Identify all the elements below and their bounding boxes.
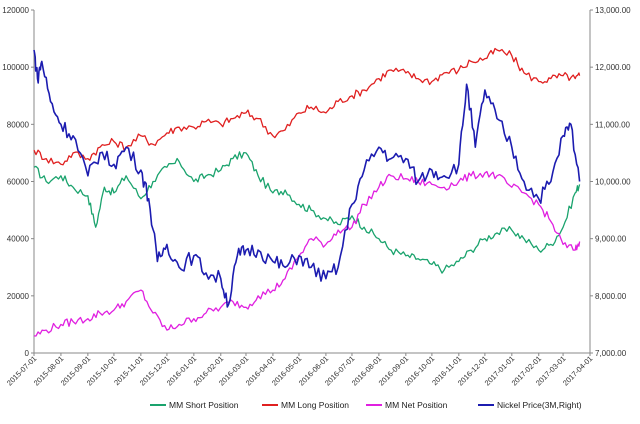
series-line-nickel-price-3m-right xyxy=(33,49,581,308)
right-tick-label: 8,000.00 xyxy=(595,292,627,301)
right-tick-label: 11,000.00 xyxy=(595,120,631,129)
legend: MM Short Position MM Long Position MM Net … xyxy=(150,400,582,410)
legend-label: MM Short Position xyxy=(169,400,239,410)
left-tick-label: 120000 xyxy=(2,6,29,15)
left-tick-label: 20000 xyxy=(7,292,30,301)
left-tick-label: 40000 xyxy=(7,235,30,244)
left-tick-label: 60000 xyxy=(7,178,30,187)
right-tick-label: 9,000.00 xyxy=(595,235,627,244)
left-tick-label: 80000 xyxy=(7,120,30,129)
right-tick-label: 13,000.00 xyxy=(595,6,631,15)
legend-label: Nickel Price(3M,Right) xyxy=(497,400,582,410)
right-tick-label: 7,000.00 xyxy=(595,349,627,358)
left-tick-label: 100000 xyxy=(2,63,29,72)
legend-label: MM Net Position xyxy=(385,400,448,410)
legend-label: MM Long Position xyxy=(281,400,349,410)
series-line-mm-long-position xyxy=(33,47,581,166)
left-tick-label: 0 xyxy=(25,349,30,358)
right-tick-label: 10,000.00 xyxy=(595,178,631,187)
series-line-mm-short-position xyxy=(33,151,581,274)
right-tick-label: 12,000.00 xyxy=(595,63,631,72)
series-layer xyxy=(33,47,581,337)
series-line-mm-net-position xyxy=(33,170,581,337)
